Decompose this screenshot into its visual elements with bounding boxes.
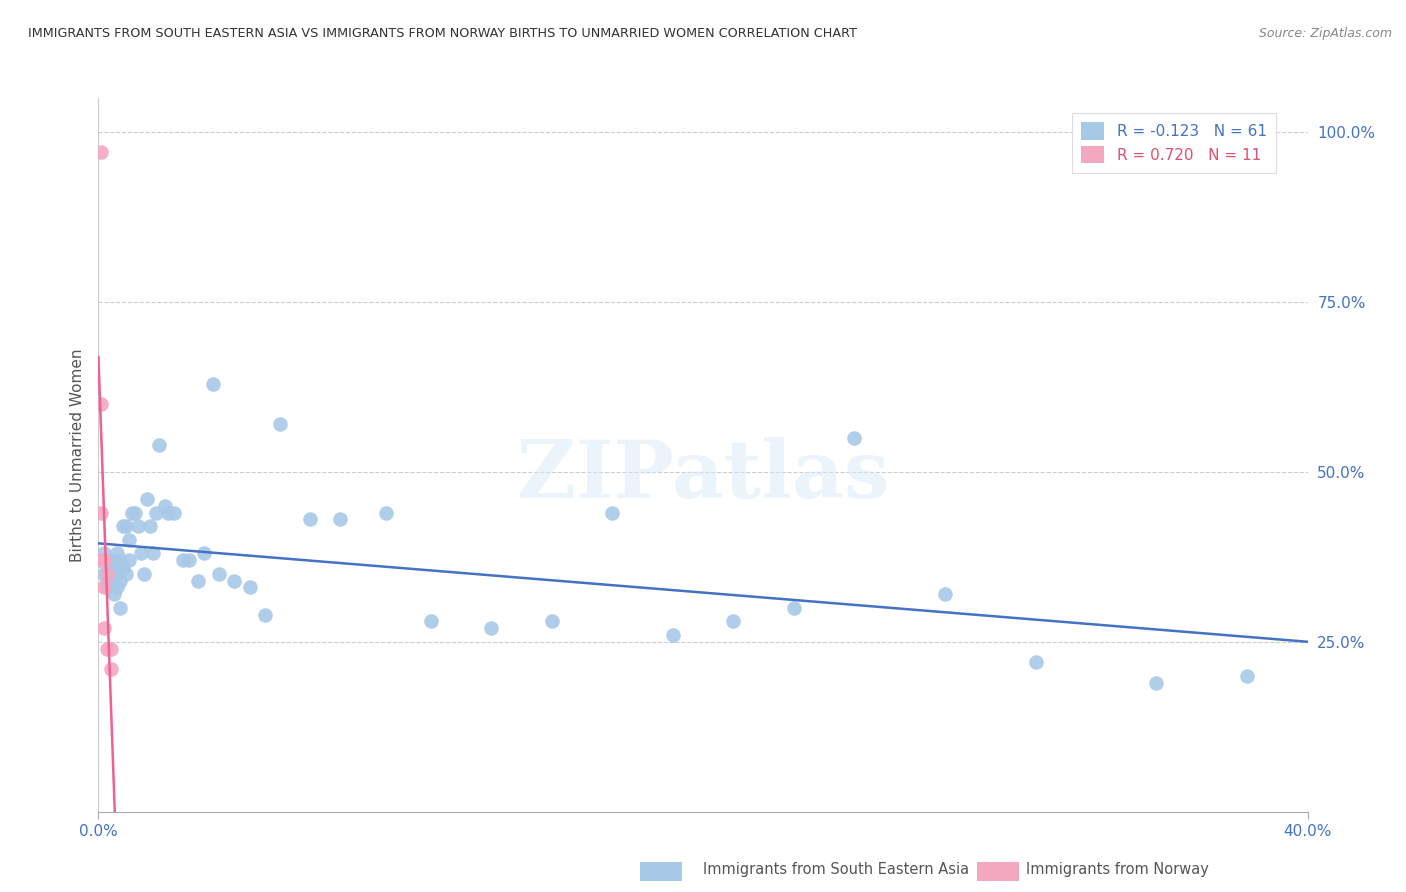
Point	[723, 615, 745, 629]
Point	[172, 553, 194, 567]
Point	[224, 574, 246, 588]
Point	[105, 566, 128, 581]
Point	[148, 438, 170, 452]
Point	[420, 615, 443, 629]
Point	[844, 431, 866, 445]
Point	[105, 546, 128, 560]
Point	[93, 546, 115, 560]
Point	[374, 506, 396, 520]
Point	[139, 519, 162, 533]
Point	[90, 145, 112, 160]
Point	[108, 553, 131, 567]
Point	[93, 581, 115, 595]
Point	[1144, 675, 1167, 690]
Point	[299, 512, 322, 526]
Point	[934, 587, 956, 601]
Point	[1236, 669, 1258, 683]
Point	[783, 600, 806, 615]
Point	[105, 581, 128, 595]
Point	[602, 506, 624, 520]
Point	[121, 506, 143, 520]
Text: ZIPatlas: ZIPatlas	[517, 437, 889, 516]
Point	[239, 581, 262, 595]
Point	[153, 499, 176, 513]
Point	[96, 641, 118, 656]
Point	[193, 546, 215, 560]
Point	[269, 417, 291, 432]
Text: Immigrants from South Eastern Asia: Immigrants from South Eastern Asia	[703, 863, 969, 877]
Point	[127, 519, 149, 533]
Point	[93, 566, 115, 581]
Point	[135, 492, 157, 507]
Legend: R = -0.123   N = 61, R = 0.720   N = 11: R = -0.123 N = 61, R = 0.720 N = 11	[1073, 113, 1275, 173]
Point	[103, 560, 125, 574]
Point	[108, 600, 131, 615]
Point	[129, 546, 152, 560]
Point	[103, 587, 125, 601]
Text: IMMIGRANTS FROM SOUTH EASTERN ASIA VS IMMIGRANTS FROM NORWAY BIRTHS TO UNMARRIED: IMMIGRANTS FROM SOUTH EASTERN ASIA VS IM…	[28, 27, 858, 40]
Point	[118, 533, 141, 547]
Point	[124, 506, 146, 520]
Point	[96, 560, 118, 574]
Point	[132, 566, 155, 581]
Point	[90, 553, 112, 567]
Y-axis label: Births to Unmarried Women: Births to Unmarried Women	[69, 348, 84, 562]
Point	[163, 506, 186, 520]
Point	[90, 397, 112, 411]
Point	[208, 566, 231, 581]
Point	[118, 553, 141, 567]
Point	[90, 553, 112, 567]
Point	[662, 628, 685, 642]
Point	[100, 566, 122, 581]
Point	[90, 506, 112, 520]
Point	[114, 566, 136, 581]
Point	[481, 621, 503, 635]
Point	[202, 376, 225, 391]
Point	[93, 621, 115, 635]
Point	[100, 662, 122, 676]
Point	[96, 574, 118, 588]
Point	[1024, 655, 1046, 669]
Point	[108, 574, 131, 588]
Text: Immigrants from Norway: Immigrants from Norway	[1026, 863, 1209, 877]
Text: Source: ZipAtlas.com: Source: ZipAtlas.com	[1258, 27, 1392, 40]
Point	[329, 512, 352, 526]
Point	[540, 615, 562, 629]
Point	[96, 581, 118, 595]
Point	[179, 553, 201, 567]
Point	[142, 546, 165, 560]
Point	[114, 519, 136, 533]
Point	[111, 560, 134, 574]
Point	[103, 574, 125, 588]
Point	[100, 641, 122, 656]
Point	[111, 519, 134, 533]
Point	[93, 553, 115, 567]
Point	[100, 553, 122, 567]
Point	[96, 566, 118, 581]
Point	[156, 506, 179, 520]
Point	[145, 506, 167, 520]
Point	[253, 607, 276, 622]
Point	[187, 574, 209, 588]
